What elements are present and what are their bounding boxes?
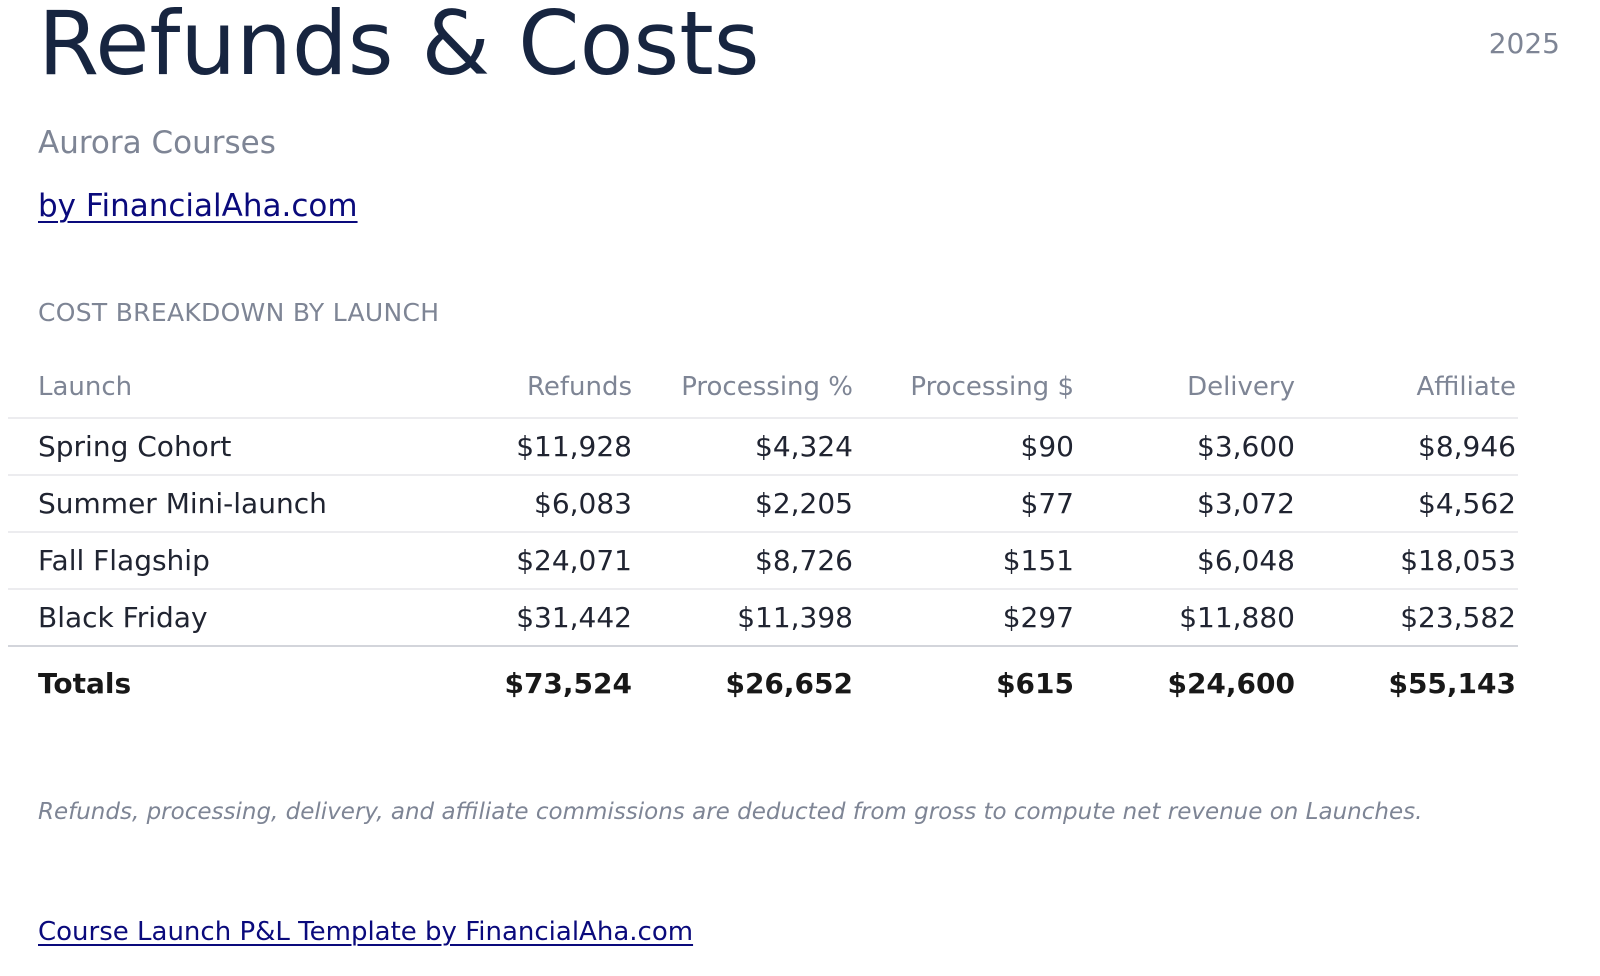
- column-header-delivery: Delivery: [1076, 357, 1297, 419]
- cell-processing-percent: $11,398: [634, 589, 855, 647]
- table-row: Summer Mini-launch $6,083 $2,205 $77 $3,…: [8, 475, 1518, 533]
- cell-delivery: $3,072: [1076, 475, 1297, 533]
- cell-launch: Black Friday: [8, 589, 413, 647]
- totals-row: Totals $73,524 $26,652 $615 $24,600 $55,…: [8, 646, 1518, 719]
- column-header-affiliate: Affiliate: [1297, 357, 1518, 419]
- cell-delivery: $3,600: [1076, 418, 1297, 476]
- cell-processing-percent: $8,726: [634, 532, 855, 590]
- cell-affiliate: $8,946: [1297, 418, 1518, 476]
- cell-processing-dollars: $77: [855, 475, 1076, 533]
- cost-breakdown-table: Launch Refunds Processing % Processing $…: [8, 357, 1518, 719]
- total-processing-dollars: $615: [996, 666, 1074, 700]
- total-affiliate: $55,143: [1388, 666, 1516, 700]
- cell-launch: Spring Cohort: [8, 418, 413, 476]
- cell-launch: Fall Flagship: [8, 532, 413, 590]
- totals-label: Totals: [38, 666, 132, 700]
- table-row: Black Friday $31,442 $11,398 $297 $11,88…: [8, 589, 1518, 647]
- page-title: Refunds & Costs: [38, 0, 760, 95]
- company-name: Aurora Courses: [38, 125, 276, 161]
- column-header-refunds: Refunds: [413, 357, 634, 419]
- cell-delivery: $6,048: [1076, 532, 1297, 590]
- cell-affiliate: $4,562: [1297, 475, 1518, 533]
- year-label: 2025: [1488, 27, 1560, 60]
- cell-affiliate: $23,582: [1297, 589, 1518, 647]
- footer-template-link[interactable]: Course Launch P&L Template by FinancialA…: [38, 917, 694, 947]
- cell-affiliate: $18,053: [1297, 532, 1518, 590]
- cell-refunds: $11,928: [413, 418, 634, 476]
- column-header-launch: Launch: [8, 357, 413, 419]
- table-row: Fall Flagship $24,071 $8,726 $151 $6,048…: [8, 532, 1518, 590]
- table-header-row: Launch Refunds Processing % Processing $…: [8, 357, 1518, 419]
- total-refunds: $73,524: [504, 666, 632, 700]
- cell-processing-dollars: $151: [855, 532, 1076, 590]
- cell-processing-dollars: $297: [855, 589, 1076, 647]
- section-title: COST BREAKDOWN BY LAUNCH: [38, 298, 440, 327]
- total-processing-percent: $26,652: [725, 666, 853, 700]
- column-header-processing-percent: Processing %: [634, 357, 855, 419]
- cell-processing-percent: $4,324: [634, 418, 855, 476]
- footnote: Refunds, processing, delivery, and affil…: [38, 799, 1423, 825]
- table-row: Spring Cohort $11,928 $4,324 $90 $3,600 …: [8, 418, 1518, 476]
- cell-processing-dollars: $90: [855, 418, 1076, 476]
- cell-delivery: $11,880: [1076, 589, 1297, 647]
- column-header-processing-dollars: Processing $: [855, 357, 1076, 419]
- cell-launch: Summer Mini-launch: [8, 475, 413, 533]
- cell-refunds: $24,071: [413, 532, 634, 590]
- cell-refunds: $31,442: [413, 589, 634, 647]
- total-delivery: $24,600: [1167, 666, 1295, 700]
- byline-link[interactable]: by FinancialAha.com: [38, 188, 358, 224]
- cell-processing-percent: $2,205: [634, 475, 855, 533]
- cell-refunds: $6,083: [413, 475, 634, 533]
